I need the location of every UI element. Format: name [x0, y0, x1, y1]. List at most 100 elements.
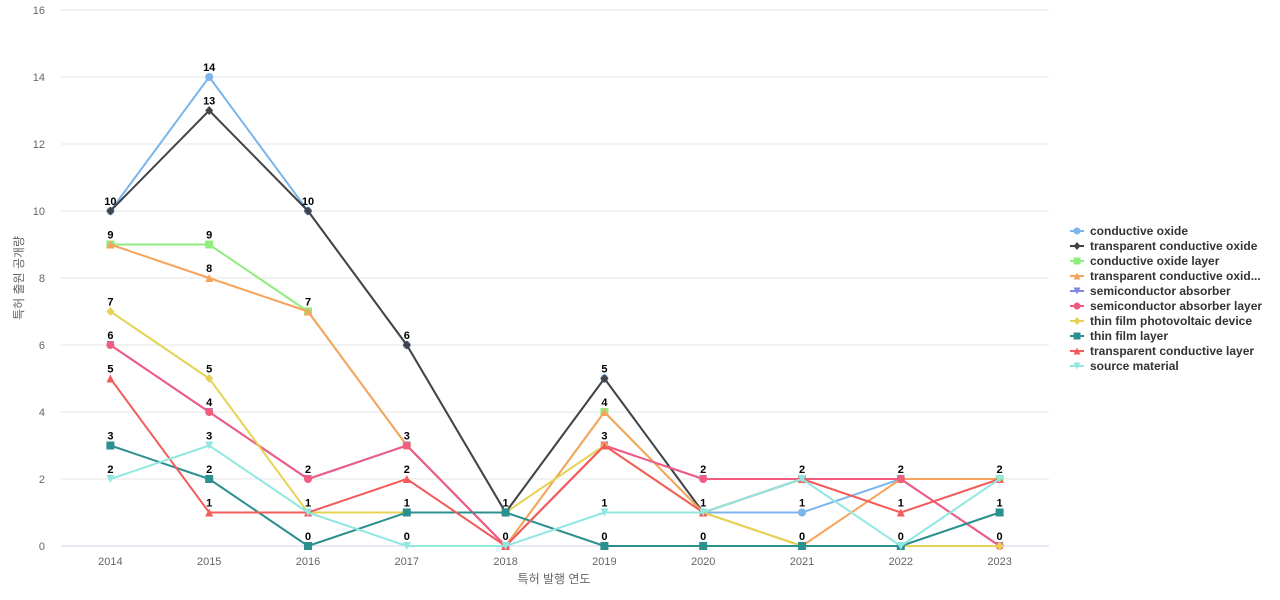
legend-item[interactable]: thin film layer: [1070, 329, 1168, 343]
square-marker: [995, 508, 1004, 517]
data-label: 5: [601, 364, 607, 376]
square-marker: [402, 508, 411, 517]
data-label: 1: [305, 498, 311, 510]
triangle-marker: [896, 508, 905, 517]
circle-marker: [699, 475, 708, 483]
series-conductive-oxide-layer: [106, 240, 1004, 550]
circle-marker: [205, 408, 214, 416]
square-marker: [304, 542, 312, 550]
legend-item[interactable]: transparent conductive oxid...: [1070, 269, 1261, 283]
data-label: 6: [404, 330, 410, 342]
data-label: 7: [305, 297, 311, 309]
square-marker: [205, 475, 214, 483]
square-marker: [1073, 332, 1081, 340]
y-tick-label: 2: [39, 474, 45, 486]
legend-item[interactable]: semiconductor absorber layer: [1070, 299, 1262, 313]
legend-label: thin film photovoltaic device: [1090, 314, 1252, 328]
data-label: 2: [898, 464, 904, 476]
diamond-marker: [205, 106, 214, 115]
data-label: 3: [107, 431, 113, 443]
circle-marker: [798, 508, 806, 517]
diamond-marker: [304, 206, 312, 216]
triangle-down-marker: [798, 475, 806, 483]
x-tick-label: 2014: [98, 556, 122, 568]
triangle-down-marker: [896, 542, 905, 550]
y-tick-label: 6: [39, 340, 45, 352]
series-lines: [106, 73, 1004, 551]
data-label: 4: [206, 397, 213, 409]
data-label: 0: [503, 531, 509, 543]
triangle-marker: [1073, 272, 1081, 280]
diamond-marker: [995, 541, 1004, 551]
data-label: 2: [404, 464, 410, 476]
diamond-marker: [106, 206, 115, 216]
legend-item[interactable]: thin film photovoltaic device: [1070, 314, 1252, 328]
series-line: [110, 444, 1001, 547]
legend-label: semiconductor absorber: [1090, 284, 1231, 298]
series-conductive-oxide: [106, 73, 1004, 517]
data-label: 13: [203, 96, 215, 108]
legend-item[interactable]: source material: [1070, 359, 1179, 373]
triangle-marker: [304, 307, 312, 316]
x-tick-label: 2020: [691, 556, 715, 568]
triangle-down-marker: [106, 475, 115, 483]
data-label: 1: [503, 498, 509, 510]
circle-marker: [402, 441, 411, 450]
data-label: 6: [107, 330, 113, 342]
data-label: 1: [206, 498, 212, 510]
legend-item[interactable]: transparent conductive oxide: [1070, 239, 1258, 253]
triangle-down-marker: [699, 508, 708, 517]
circle-marker: [106, 341, 115, 349]
circle-marker: [304, 475, 312, 483]
diamond-marker: [205, 374, 214, 383]
y-tick-label: 10: [33, 206, 45, 218]
circle-marker: [1073, 227, 1081, 235]
data-label: 2: [799, 464, 805, 476]
legend-item[interactable]: semiconductor absorber: [1070, 284, 1231, 298]
square-marker: [699, 542, 708, 550]
gridlines: [61, 9, 1049, 547]
legend-label: conductive oxide layer: [1090, 254, 1220, 268]
data-label: 14: [203, 62, 216, 74]
legend-item[interactable]: transparent conductive layer: [1070, 344, 1254, 358]
x-tick-label: 2023: [987, 556, 1011, 568]
circle-marker: [205, 73, 214, 81]
triangle-down-marker: [402, 542, 411, 550]
square-marker: [501, 508, 510, 517]
x-axis-title: 특허 발행 연도: [518, 571, 591, 586]
data-label: 2: [206, 464, 212, 476]
triangle-marker: [106, 240, 115, 249]
data-label: 1: [601, 498, 607, 510]
y-tick-label: 4: [39, 407, 45, 419]
legend-item[interactable]: conductive oxide layer: [1070, 254, 1220, 268]
diamond-marker: [600, 374, 609, 383]
legend-label: source material: [1090, 359, 1179, 373]
triangle-marker: [402, 475, 411, 483]
data-label: 9: [206, 230, 212, 242]
square-marker: [798, 542, 806, 550]
triangle-down-marker: [205, 441, 214, 450]
triangle-marker: [1073, 347, 1081, 355]
x-tick-label: 2016: [296, 556, 320, 568]
diamond-marker: [106, 307, 115, 316]
triangle-down-marker: [1073, 287, 1081, 295]
x-tick-label: 2022: [889, 556, 913, 568]
data-label: 3: [601, 431, 607, 443]
y-tick-label: 8: [39, 273, 45, 285]
triangle-marker: [205, 508, 214, 517]
diamond-marker: [1073, 317, 1081, 325]
series-transparent-conductive-oxide: [106, 106, 1004, 517]
data-label: 0: [997, 531, 1003, 543]
data-label: 1: [898, 498, 904, 510]
legend-label: transparent conductive layer: [1090, 344, 1254, 358]
triangle-marker: [205, 274, 214, 282]
triangle-down-marker: [995, 475, 1004, 483]
diamond-marker: [1073, 242, 1081, 250]
circle-marker: [896, 475, 905, 483]
y-tick-label: 14: [33, 72, 45, 84]
series-line: [109, 109, 1000, 514]
legend-label: transparent conductive oxid...: [1090, 269, 1261, 283]
legend-item[interactable]: conductive oxide: [1070, 224, 1188, 238]
